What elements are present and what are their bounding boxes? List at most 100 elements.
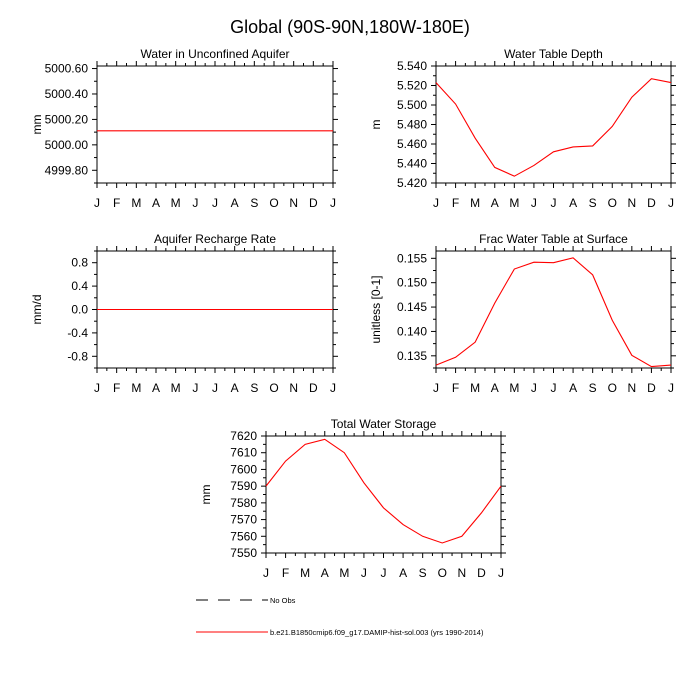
x-tick-label: N: [627, 196, 636, 210]
y-tick-label: 5.480: [397, 118, 427, 132]
y-tick-label: 5000.60: [45, 62, 89, 76]
y-tick-label: 0.4: [71, 279, 88, 293]
y-tick-label: 7580: [230, 496, 257, 510]
x-tick-label: N: [457, 566, 466, 580]
panel-4: Frac Water Table at Surface unitless [0-1…: [369, 232, 676, 395]
panel-title: Total Water Storage: [331, 417, 437, 431]
y-tick-label: 7600: [230, 462, 257, 476]
x-tick-label: D: [477, 566, 486, 580]
y-tick-label: 7560: [230, 529, 257, 543]
legend-model-label: b.e21.B1850cmip6.f09_g17.DAMIP-hist-sol.…: [270, 628, 484, 637]
y-axis-label: unitless [0-1]: [369, 275, 383, 343]
x-tick-label: J: [212, 196, 218, 210]
legend-obs-label: No Obs: [270, 596, 296, 605]
x-tick-label: O: [608, 381, 617, 395]
y-tick-label: 5.540: [397, 59, 427, 73]
x-tick-label: J: [330, 381, 336, 395]
x-tick-label: D: [309, 196, 318, 210]
x-tick-label: M: [470, 196, 480, 210]
x-tick-label: O: [438, 566, 447, 580]
y-axis-label: m: [369, 120, 383, 130]
x-tick-label: O: [269, 196, 278, 210]
panel-title: Water in Unconfined Aquifer: [141, 47, 290, 61]
x-tick-label: A: [491, 196, 499, 210]
y-axis-label: mm/d: [30, 295, 44, 325]
y-tick-label: 0.155: [397, 251, 427, 265]
y-tick-label: 4999.80: [45, 163, 89, 177]
series-line-model: [435, 78, 672, 177]
x-tick-label: M: [339, 566, 349, 580]
x-tick-label: J: [381, 566, 387, 580]
x-tick-label: F: [113, 196, 120, 210]
x-tick-label: M: [171, 196, 181, 210]
y-tick-label: 5.440: [397, 157, 427, 171]
x-tick-label: A: [152, 196, 160, 210]
plot-frame: [265, 435, 502, 554]
y-tick-label: 0.0: [71, 303, 88, 317]
x-tick-label: N: [627, 381, 636, 395]
x-tick-label: A: [399, 566, 407, 580]
y-axis-label: mm: [30, 115, 44, 135]
y-tick-label: 0.8: [71, 256, 88, 270]
y-tick-label: 5.420: [397, 176, 427, 190]
plot-frame: [96, 65, 334, 184]
x-tick-label: A: [152, 381, 160, 395]
y-tick-label: 0.145: [397, 300, 427, 314]
x-tick-label: J: [433, 196, 439, 210]
y-tick-label: 7610: [230, 446, 257, 460]
x-tick-label: J: [94, 381, 100, 395]
y-tick-label: 5000.00: [45, 138, 89, 152]
panel-title: Frac Water Table at Surface: [479, 232, 628, 246]
y-tick-label: 7570: [230, 513, 257, 527]
x-tick-label: F: [452, 381, 459, 395]
series-line-model: [265, 438, 502, 544]
x-tick-label: A: [491, 381, 499, 395]
x-tick-label: A: [231, 381, 239, 395]
y-tick-label: -0.8: [67, 349, 88, 363]
x-tick-label: J: [212, 381, 218, 395]
x-tick-label: S: [419, 566, 427, 580]
x-tick-label: S: [589, 381, 597, 395]
y-tick-label: 5000.20: [45, 112, 89, 126]
x-tick-label: M: [509, 196, 519, 210]
y-axis-label: mm: [199, 485, 213, 505]
y-tick-label: 7620: [230, 429, 257, 443]
x-tick-label: J: [433, 381, 439, 395]
x-tick-label: J: [192, 196, 198, 210]
x-tick-label: M: [509, 381, 519, 395]
x-tick-label: J: [551, 381, 557, 395]
y-tick-label: 5000.40: [45, 87, 89, 101]
x-tick-label: J: [361, 566, 367, 580]
x-tick-label: A: [569, 381, 577, 395]
x-tick-label: N: [289, 381, 298, 395]
x-tick-label: J: [498, 566, 504, 580]
panel-title: Aquifer Recharge Rate: [154, 232, 276, 246]
x-tick-label: A: [321, 566, 329, 580]
x-tick-label: J: [263, 566, 269, 580]
x-tick-label: A: [231, 196, 239, 210]
x-tick-label: S: [589, 196, 597, 210]
legend: No Obs b.e21.B1850cmip6.f09_g17.DAMIP-hi…: [196, 596, 484, 637]
x-tick-label: J: [192, 381, 198, 395]
x-tick-label: J: [531, 381, 537, 395]
y-tick-label: 5.500: [397, 98, 427, 112]
x-tick-label: J: [551, 196, 557, 210]
y-tick-label: -0.4: [67, 326, 88, 340]
x-tick-label: O: [269, 381, 278, 395]
x-tick-label: M: [171, 381, 181, 395]
x-tick-label: D: [309, 381, 318, 395]
x-tick-label: J: [668, 381, 674, 395]
x-tick-label: S: [250, 196, 258, 210]
x-tick-label: N: [289, 196, 298, 210]
x-tick-label: A: [569, 196, 577, 210]
x-tick-label: D: [647, 196, 656, 210]
x-tick-label: J: [531, 196, 537, 210]
figure-title: Global (90S-90N,180W-180E): [230, 17, 470, 37]
x-tick-label: F: [113, 381, 120, 395]
y-tick-label: 5.460: [397, 137, 427, 151]
